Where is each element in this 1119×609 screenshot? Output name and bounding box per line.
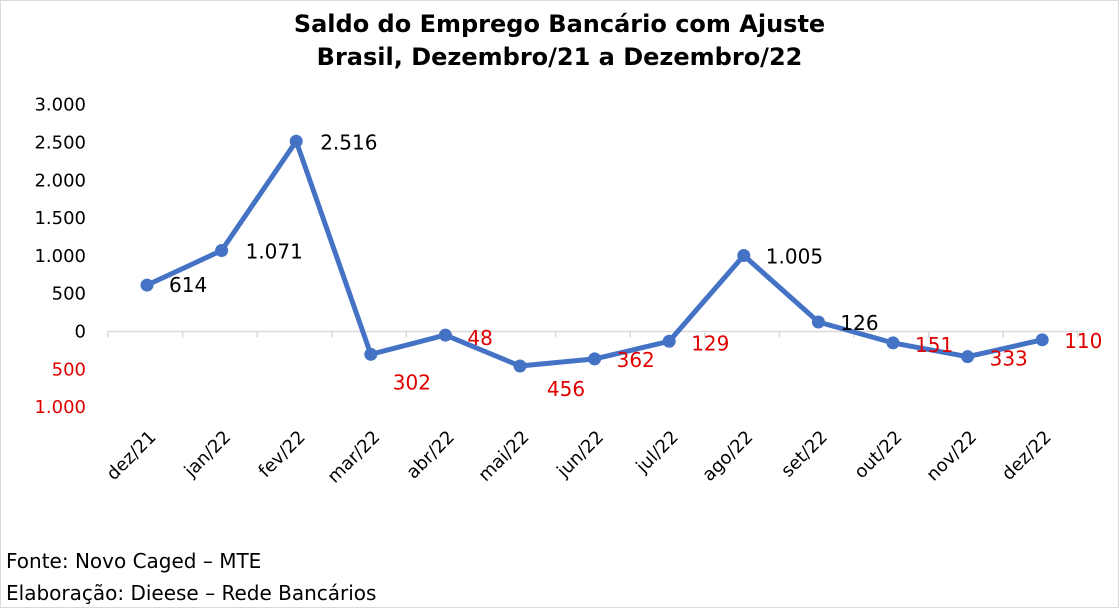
data-label: 333 (990, 347, 1028, 371)
data-label: 2.516 (320, 130, 377, 154)
data-label: 614 (169, 273, 207, 297)
y-tick-label: 500 (52, 284, 86, 305)
credits-note: Elaboração: Dieese – Rede Bancários (6, 581, 377, 605)
chart-footer: Fonte: Novo Caged – MTE Elaboração: Diee… (6, 545, 376, 609)
data-label: 362 (617, 348, 655, 372)
x-tick-label: out/22 (850, 427, 906, 483)
data-label: 1.071 (246, 240, 303, 264)
data-point (140, 278, 154, 292)
data-point (215, 244, 229, 258)
data-label: 110 (1064, 329, 1102, 353)
y-tick-label: 0 (75, 322, 86, 343)
data-label: 129 (691, 331, 729, 355)
data-point (811, 315, 825, 329)
x-tick-label: fev/22 (255, 427, 310, 482)
y-tick-label: 1.000 (34, 246, 86, 267)
data-point (513, 359, 527, 373)
data-labels: 614 1.071 2.516 302 48 456 362 129 1.005 126 151 33… (169, 130, 1102, 401)
y-axis: 3.000 2.500 2.000 1.500 1.000 500 0 500 1.000 (34, 95, 86, 418)
line-chart: 3.000 2.500 2.000 1.500 1.000 500 0 500 1.000 de… (34, 95, 1102, 488)
data-label: 151 (915, 333, 953, 357)
y-tick-label: 1.000 (34, 397, 86, 418)
data-label: 48 (467, 326, 492, 350)
x-tick-label: mar/22 (324, 427, 385, 488)
x-tick-label: mai/22 (474, 427, 533, 486)
data-point (588, 352, 602, 366)
x-tick-label: dez/21 (103, 427, 161, 485)
data-label: 126 (840, 311, 878, 335)
data-label: 302 (393, 370, 431, 394)
source-note: Fonte: Novo Caged – MTE (6, 549, 262, 573)
data-point (886, 336, 900, 350)
series-saldo (140, 134, 1049, 373)
data-point (1035, 333, 1049, 347)
x-tick-label: nov/22 (922, 427, 981, 486)
x-tick-label: abr/22 (402, 427, 458, 483)
data-point (289, 134, 303, 148)
chart-subtitle: Brasil, Dezembro/21 a Dezembro/22 (316, 43, 803, 71)
chart-title: Saldo do Emprego Bancário com Ajuste Bra… (0, 8, 1119, 74)
y-tick-label: 3.000 (34, 95, 86, 116)
data-point (662, 334, 676, 348)
x-tick-label: ago/22 (698, 427, 757, 486)
data-point (364, 347, 378, 361)
data-label: 456 (547, 377, 585, 401)
chart-title-line: Saldo do Emprego Bancário com Ajuste (293, 10, 826, 38)
y-tick-label: 500 (52, 359, 86, 380)
data-label: 1.005 (766, 245, 823, 269)
x-tick-label: jul/22 (632, 427, 683, 478)
y-tick-label: 2.500 (34, 133, 86, 154)
data-point (961, 350, 975, 364)
x-tick-label: dez/22 (998, 427, 1056, 485)
x-tick-label: set/22 (777, 427, 832, 482)
x-tick-label: jun/22 (552, 427, 608, 483)
x-tick-label: jan/22 (180, 427, 235, 482)
y-tick-label: 2.000 (34, 170, 86, 191)
data-point (737, 249, 751, 263)
y-tick-label: 1.500 (34, 208, 86, 229)
data-point (438, 328, 452, 342)
